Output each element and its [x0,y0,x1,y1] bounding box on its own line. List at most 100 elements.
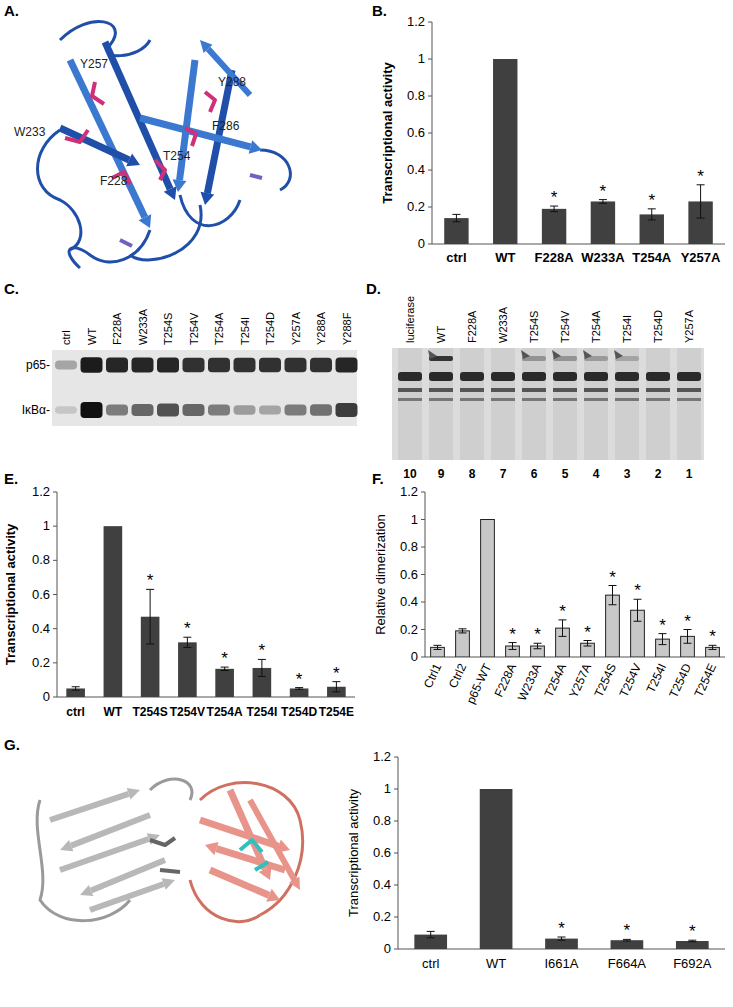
error-line [687,630,688,644]
error-bar [459,629,467,633]
error-bar [434,645,442,649]
panel-label: G. [4,736,20,753]
loop [38,130,81,250]
minor-band [491,398,515,401]
y-tick [394,757,398,758]
y-tick-label: 1 [43,518,50,533]
y-tick [421,574,425,575]
y-tick [428,170,432,171]
y-tick-label: 0.6 [407,125,425,140]
minor-band [460,398,484,401]
y-tick-label: 1 [384,781,391,796]
bar-chart: 00.20.40.60.811.2Relative dimerizationCt… [373,484,725,706]
bar [215,669,234,697]
significance-star: * [333,664,340,683]
side-chain [150,838,175,845]
residue-label: Y288 [218,75,246,89]
y-tick-label: 0.2 [400,622,418,637]
beta-strand [105,42,170,189]
category-label: W233A [515,661,544,703]
bar-chart: 00.20.40.60.811.2Transcriptional activit… [380,14,725,265]
band [259,358,281,373]
y-tick-label: 0 [418,236,425,251]
error-cap [709,649,717,650]
main-band [646,372,670,381]
bar [606,595,620,657]
y-axis-label: Transcriptional activity [3,523,18,665]
band [81,402,103,418]
category-label: F228A [535,250,575,265]
y-tick [421,492,425,493]
y-tick [428,133,432,134]
band [259,406,281,415]
main-band [522,372,546,381]
y-tick [428,22,432,23]
category-label: T254V [617,661,645,699]
significance-star: * [509,625,516,644]
category-label: Ctrl1 [421,661,445,690]
row-label: p65- [26,358,50,372]
main-band [677,372,701,381]
band [55,406,77,414]
significance-star: * [296,670,303,689]
lane-label: F228A [466,310,478,343]
y-axis-label: Transcriptional activity [380,61,395,203]
error-cap [72,690,80,691]
lane-label: T254I [621,315,633,343]
error-line [612,586,613,605]
y-tick [394,885,398,886]
y-tick-label: 0.6 [400,567,418,582]
bar [545,939,578,949]
bar [444,218,468,244]
y-tick [53,662,57,663]
y-tick-label: 0 [384,941,391,956]
strand-head [139,214,152,228]
significance-star: * [697,167,704,186]
minor-band [553,388,577,392]
minor-band [646,398,670,401]
error-line [700,185,701,218]
significance-star: * [558,919,565,938]
strand-head [289,877,300,890]
panel-label: C. [4,280,19,297]
error-line [75,687,76,690]
lane-label: luciferase [404,296,416,343]
y-tick-label: 0.2 [32,655,50,670]
lane-number: 4 [593,467,600,481]
minor-band [584,388,608,392]
error-bar [427,931,435,937]
y-tick-label: 0.6 [373,845,391,860]
category-label: ctrl [422,956,439,971]
residue-label: Y257 [80,57,108,71]
category-label: Y257A [566,661,594,700]
y-tick-label: 1.2 [373,749,391,764]
category-label: W233A [581,250,625,265]
lane-label: T254S [528,311,540,343]
strand-head [80,885,93,896]
panel-label: A. [4,2,19,19]
significance-star: * [689,922,696,941]
minor-band [429,388,453,392]
minor-band [491,388,515,392]
y-tick-label: 0.4 [32,621,50,636]
band [132,358,154,373]
lane-number: 6 [531,467,538,481]
band [183,358,205,373]
bar [676,941,709,949]
band [234,358,256,373]
beta-strand [60,839,149,870]
category-label: WT [495,250,515,265]
significance-star: * [534,625,541,644]
shifted-band [491,356,515,361]
beta-strand [250,800,294,880]
category-label: T254E [692,661,720,699]
error-bar [684,630,692,644]
significance-star: * [709,627,716,646]
main-band [429,372,453,381]
y-tick [428,96,432,97]
error-cap [183,647,191,648]
strand-head [266,889,280,902]
category-label: p65-WT [463,661,494,706]
error-cap [258,676,266,677]
significance-star: * [609,568,616,587]
